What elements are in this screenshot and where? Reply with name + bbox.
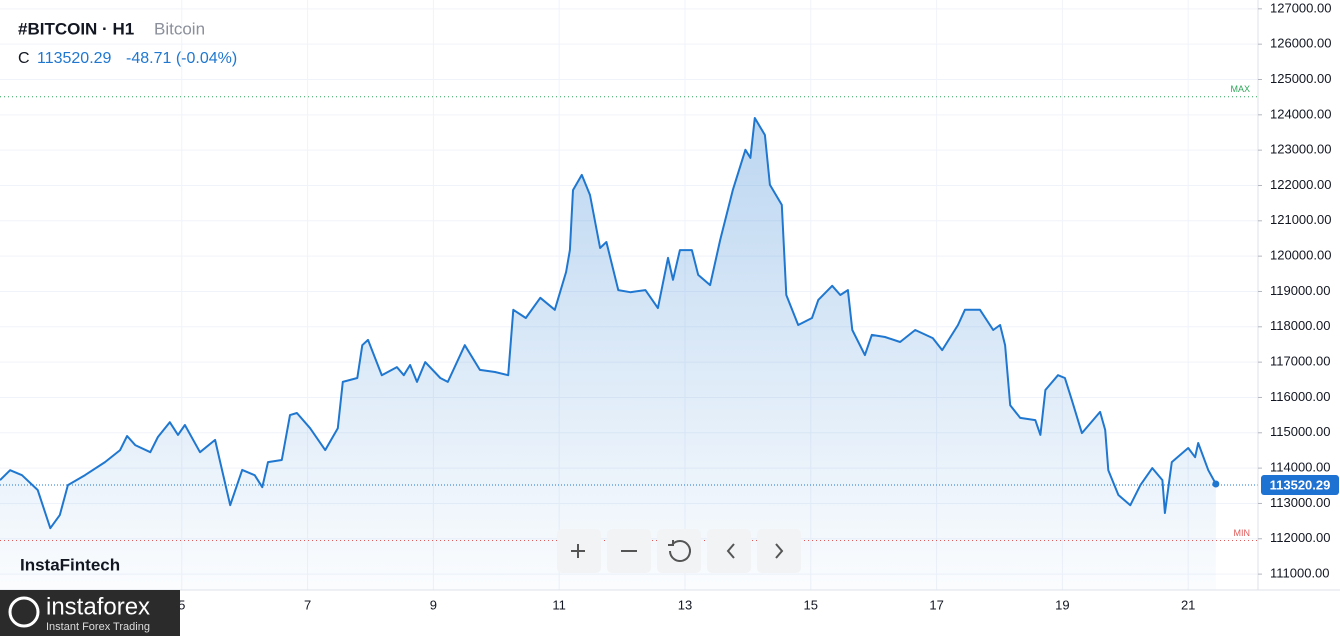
y-tick-label: 113000.00	[1270, 495, 1331, 510]
scroll-right-icon	[775, 543, 784, 559]
scroll-right-button[interactable]	[757, 529, 801, 573]
reset-button[interactable]	[657, 529, 701, 573]
x-tick-label: 11	[552, 597, 566, 612]
logo-icon	[8, 596, 40, 628]
y-tick-label: 123000.00	[1270, 142, 1331, 157]
reference-label: MAX	[1230, 84, 1250, 94]
x-tick-label: 9	[430, 597, 437, 612]
y-tick-label: 120000.00	[1270, 248, 1331, 263]
price-line	[0, 117, 1217, 530]
reference-label: MIN	[1234, 528, 1251, 538]
y-tick-label: 122000.00	[1270, 177, 1331, 192]
x-tick-label: 5	[178, 597, 185, 612]
area	[0, 118, 1216, 590]
toolbar	[557, 529, 801, 573]
y-tick-label: 117000.00	[1270, 354, 1331, 369]
symbol: #BITCOIN · H1	[18, 19, 134, 38]
logo-background	[0, 590, 180, 636]
x-tick-label: 19	[1055, 597, 1069, 612]
y-tick-label: 115000.00	[1270, 424, 1331, 439]
x-tick-label: 21	[1181, 597, 1195, 612]
logo-brand: instaforex	[46, 593, 150, 620]
y-tick-label: 112000.00	[1270, 530, 1331, 545]
change-value: -48.71 (-0.04%)	[126, 50, 237, 67]
last-price-label: 113520.29	[1270, 477, 1331, 492]
y-tick-label: 124000.00	[1270, 106, 1331, 121]
y-tick-label: 119000.00	[1270, 283, 1331, 298]
x-tick-label: 7	[304, 597, 311, 612]
y-tick-label: 114000.00	[1270, 460, 1331, 475]
last-price-box	[1261, 475, 1339, 496]
close-prefix: C	[18, 50, 30, 67]
zoom-in-icon	[571, 544, 585, 558]
scroll-left-icon	[726, 543, 735, 559]
y-tick-label: 127000.00	[1270, 0, 1331, 15]
y-tick-label: 125000.00	[1270, 71, 1331, 86]
instrument-name: Bitcoin	[154, 19, 205, 38]
logo-tagline: Instant Forex Trading	[46, 621, 150, 633]
y-tick-label: 118000.00	[1270, 318, 1331, 333]
x-tick-label: 15	[804, 597, 818, 612]
last-point	[1212, 480, 1220, 488]
y-tick-label: 116000.00	[1270, 389, 1331, 404]
close-value: 113520.29	[37, 50, 112, 67]
logo: instaforex Instant Forex Trading	[0, 590, 180, 636]
watermark: InstaFintech	[20, 555, 120, 574]
y-tick-label: 126000.00	[1270, 36, 1331, 51]
x-tick-label: 13	[678, 597, 692, 612]
reset-icon	[668, 540, 691, 562]
x-tick-label: 17	[929, 597, 943, 612]
y-tick-label: 121000.00	[1270, 212, 1331, 227]
y-tick-label: 111000.00	[1270, 566, 1330, 581]
